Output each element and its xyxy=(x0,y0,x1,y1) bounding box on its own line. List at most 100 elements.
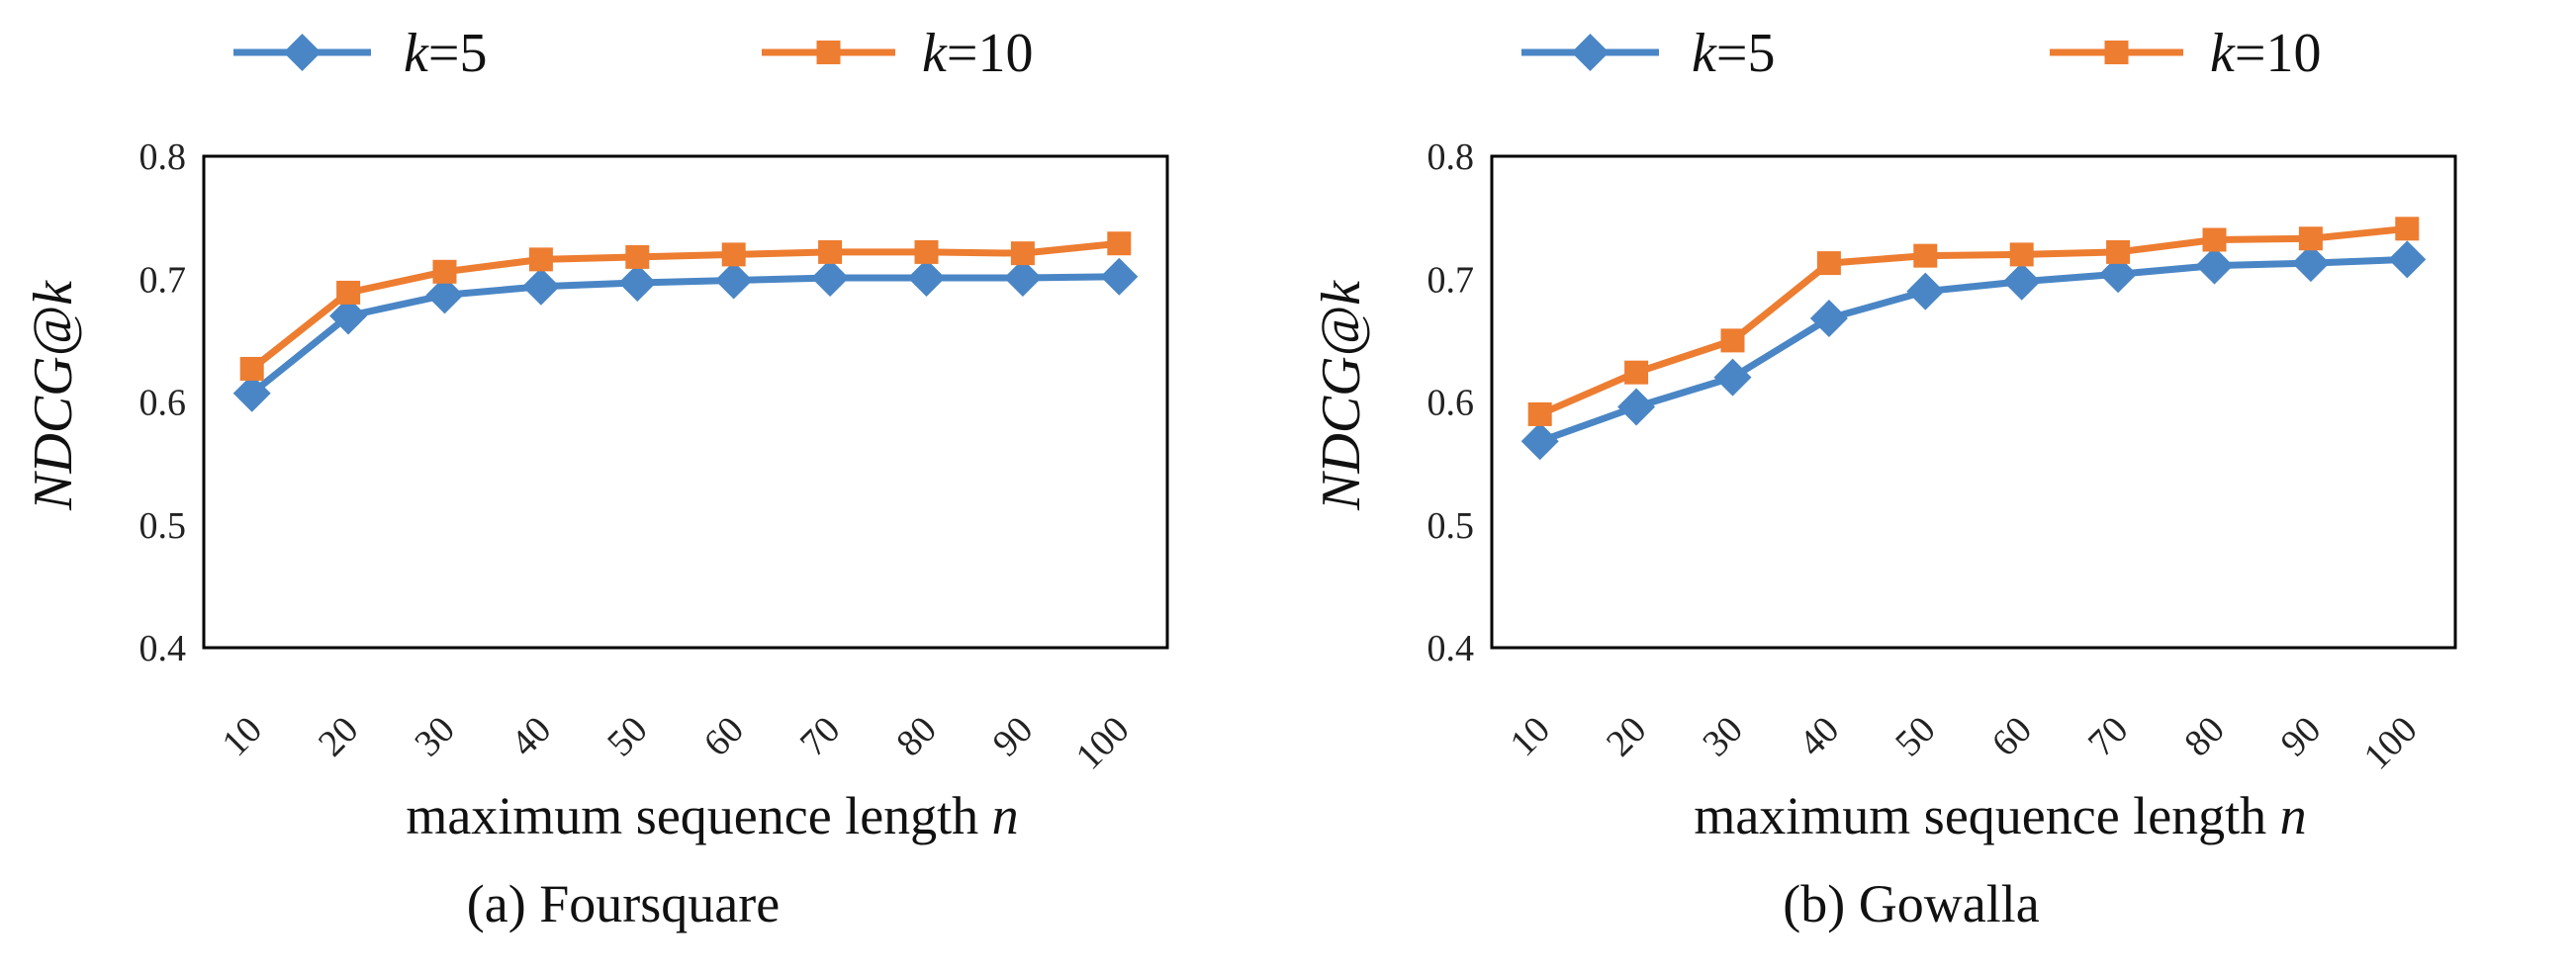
legend-marker xyxy=(283,34,322,71)
chart-foursquare: k=5 k=100.40.50.60.70.810 20 30 40 50 60 70 80 90… xyxy=(23,23,1169,933)
chart-panel-gowalla: k=5 k=10 0.4 0.5 0.6 0.7 0.8 10 20 30 40 50 60 70 80 90… xyxy=(1288,0,2576,973)
data-point-k=5 xyxy=(425,276,464,314)
chart-caption: (b) Gowalla xyxy=(1783,874,2039,933)
x-tick-label: 50 xyxy=(1887,709,1944,765)
data-point-k=5 xyxy=(232,374,271,412)
x-axis-label-text: maximum sequence length xyxy=(406,786,991,845)
y-axis-label: NDCG@k xyxy=(1311,280,1372,511)
data-point-k=5 xyxy=(1003,259,1042,298)
data-point-k=5 xyxy=(1100,257,1139,296)
data-point-k=10 xyxy=(1527,401,1552,426)
series-line-k=10 xyxy=(1538,224,2408,418)
data-point-k=10 xyxy=(432,259,457,284)
x-tick-label: 40 xyxy=(504,709,560,765)
legend-marker xyxy=(1571,34,1610,71)
data-point-k=5 xyxy=(1713,358,1752,397)
data-point-k=10 xyxy=(2202,227,2227,252)
x-axis-label: maximum sequence length n xyxy=(1694,786,2306,845)
x-tick-label: 80 xyxy=(2176,709,2233,765)
chart-gowalla: k=5 k=100.40.50.60.70.810 20 30 40 50 60 70 80 90… xyxy=(1311,23,2457,933)
data-point-k=10 xyxy=(2009,242,2034,267)
x-tick-label: 80 xyxy=(888,709,945,765)
data-point-k=10 xyxy=(818,239,843,264)
legend-entry: k=5 xyxy=(1521,23,1775,84)
data-point-k=5 xyxy=(2388,240,2427,279)
x-tick-label: 100 xyxy=(2356,709,2426,778)
legend-label-suffix: =10 xyxy=(2235,23,2322,84)
legend-label-var: k xyxy=(404,23,429,84)
x-axis-label-var: n xyxy=(992,786,1019,845)
x-tick-label: 100 xyxy=(1068,709,1138,778)
legend-label-suffix: =10 xyxy=(947,23,1034,84)
y-tick-label: 0.5 xyxy=(139,505,187,547)
data-point-k=10 xyxy=(1816,251,1841,276)
x-axis-label: maximum sequence length n xyxy=(406,786,1018,845)
x-tick-label: 60 xyxy=(1983,709,2040,765)
y-tick-label: 0.6 xyxy=(1427,383,1475,424)
chart-panel-foursquare: k=5 k=10 0.4 0.5 0.6 0.7 0.8 10 20 30 40 50 60 70 80 90… xyxy=(23,23,1169,933)
data-point-k=5 xyxy=(1617,388,1656,426)
x-tick-label: 10 xyxy=(214,709,270,765)
data-point-k=10 xyxy=(2298,226,2323,251)
plot-area xyxy=(202,154,1169,650)
x-tick-label: 90 xyxy=(2273,709,2330,765)
y-tick-label: 0.5 xyxy=(1427,505,1475,547)
x-tick-label: 40 xyxy=(1792,709,1848,765)
series-line-k=10 xyxy=(249,239,1120,372)
legend-label-var: k xyxy=(1692,23,1717,84)
legend-label: k=10 xyxy=(2210,23,2321,84)
x-tick-label: 30 xyxy=(407,709,463,765)
y-tick-label: 0.8 xyxy=(139,136,187,178)
y-tick-label: 0.8 xyxy=(1427,136,1475,178)
x-tick-label: 70 xyxy=(2080,709,2137,765)
y-tick-label: 0.7 xyxy=(139,259,187,301)
data-point-k=5 xyxy=(2195,246,2234,285)
legend-label: k=5 xyxy=(404,23,487,84)
data-point-k=10 xyxy=(1720,328,1745,353)
legend-entry: k=10 xyxy=(2050,23,2321,84)
plot-area xyxy=(1490,154,2457,650)
x-tick-label: 30 xyxy=(1695,709,1751,765)
legend-label: k=10 xyxy=(922,23,1033,84)
data-point-k=10 xyxy=(914,239,939,264)
x-tick-label: 20 xyxy=(1599,709,1655,765)
data-point-k=10 xyxy=(625,244,650,269)
data-point-k=5 xyxy=(521,267,560,306)
data-point-k=10 xyxy=(1913,243,1938,268)
series-line-k=5 xyxy=(249,273,1120,397)
data-point-k=5 xyxy=(2002,262,2041,301)
x-tick-label: 90 xyxy=(985,709,1042,765)
data-point-k=5 xyxy=(811,259,850,298)
y-tick-label: 0.4 xyxy=(139,628,187,669)
chart-caption: (a) Foursquare xyxy=(467,874,780,933)
legend-marker xyxy=(2104,41,2129,64)
data-point-k=10 xyxy=(2106,239,2131,264)
data-point-k=10 xyxy=(721,242,746,267)
data-point-k=10 xyxy=(336,280,361,305)
legend-entry: k=10 xyxy=(762,23,1033,84)
y-axis-label: NDCG@k xyxy=(23,280,84,511)
x-tick-label: 70 xyxy=(792,709,849,765)
legend-label-suffix: =5 xyxy=(1716,23,1776,84)
legend-label-var: k xyxy=(922,23,948,84)
legend-label: k=5 xyxy=(1692,23,1775,84)
legend-marker xyxy=(816,41,841,64)
data-point-k=10 xyxy=(239,356,264,381)
data-point-k=10 xyxy=(1107,231,1132,256)
data-point-k=10 xyxy=(1624,360,1649,385)
data-point-k=10 xyxy=(528,247,553,272)
x-tick-label: 50 xyxy=(599,709,656,765)
data-point-k=5 xyxy=(1809,300,1848,338)
x-tick-label: 20 xyxy=(311,709,367,765)
data-point-k=5 xyxy=(329,297,368,335)
legend-label-suffix: =5 xyxy=(428,23,488,84)
data-point-k=5 xyxy=(714,261,753,300)
y-tick-label: 0.4 xyxy=(1427,628,1475,669)
x-axis-label-text: maximum sequence length xyxy=(1694,786,2279,845)
x-tick-label: 10 xyxy=(1502,709,1558,765)
y-tick-label: 0.7 xyxy=(1427,259,1475,301)
data-point-k=5 xyxy=(1520,422,1559,461)
legend-entry: k=5 xyxy=(233,23,487,84)
data-point-k=5 xyxy=(1906,272,1945,310)
data-point-k=5 xyxy=(907,259,946,298)
